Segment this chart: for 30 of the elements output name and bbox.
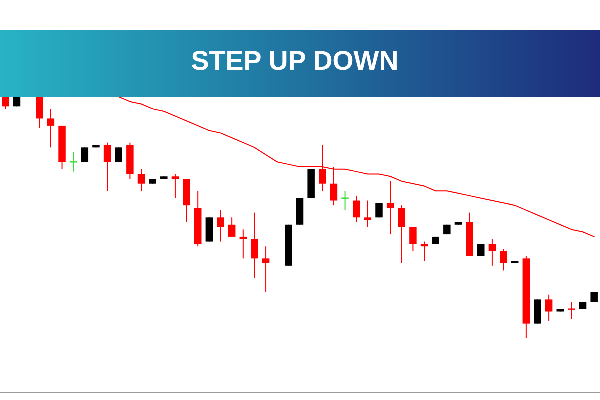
chart-title: STEP UP DOWN xyxy=(191,46,399,76)
candlestick xyxy=(217,210,224,242)
candlestick xyxy=(115,147,122,163)
candlestick xyxy=(330,166,338,206)
candlestick xyxy=(500,248,508,272)
candlestick xyxy=(251,212,258,278)
candlestick xyxy=(488,238,496,266)
candlestick xyxy=(352,195,360,223)
candlestick xyxy=(420,241,428,262)
candlestick xyxy=(386,180,394,236)
candlestick xyxy=(376,202,383,218)
candlestick xyxy=(262,246,270,293)
candlestick xyxy=(319,144,326,192)
candlestick xyxy=(478,244,485,257)
candlestick xyxy=(81,147,89,163)
candlestick xyxy=(398,205,406,264)
candlestick xyxy=(364,200,372,228)
candlestick xyxy=(410,226,417,252)
candlestick xyxy=(47,108,55,148)
candlestick xyxy=(545,294,553,322)
candlestick xyxy=(240,229,248,260)
candlestick xyxy=(138,168,146,192)
candlestick xyxy=(228,217,236,238)
candlestick xyxy=(36,96,44,129)
candlestick xyxy=(104,142,112,192)
candlestick xyxy=(2,96,10,110)
candlestick xyxy=(70,152,78,172)
candlestick xyxy=(568,302,576,320)
candlestick xyxy=(172,174,180,199)
candlestick xyxy=(342,190,349,211)
